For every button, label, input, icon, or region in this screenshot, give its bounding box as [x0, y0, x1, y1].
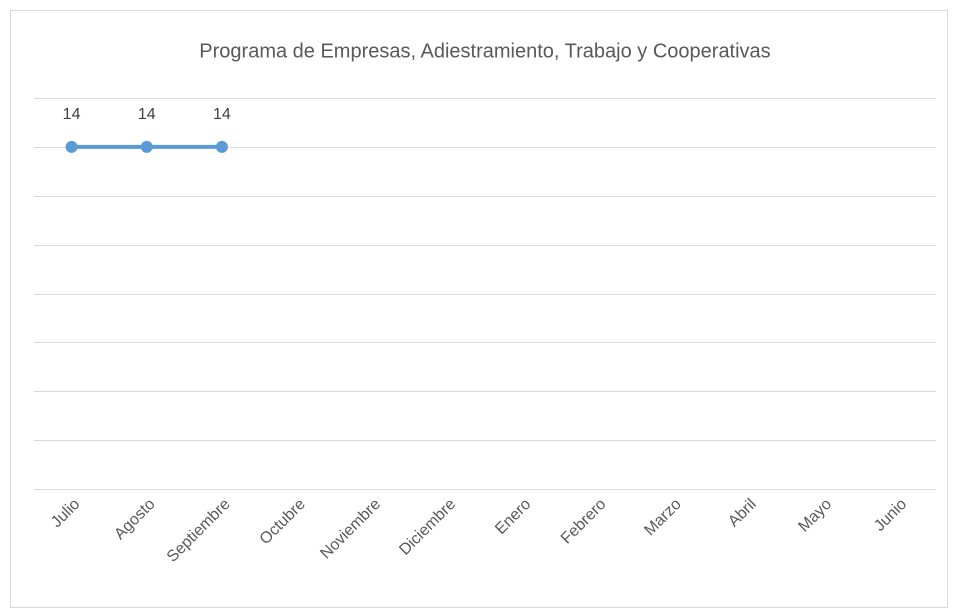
point: [65, 140, 78, 153]
chart-title: Programa de Empresas, Adiestramiento, Tr…: [199, 40, 770, 62]
data-label: 14: [63, 106, 81, 123]
data-label: 14: [213, 106, 231, 123]
point: [140, 140, 153, 153]
chart-frame: [10, 10, 948, 608]
data-label: 14: [138, 106, 156, 123]
point: [215, 140, 228, 153]
